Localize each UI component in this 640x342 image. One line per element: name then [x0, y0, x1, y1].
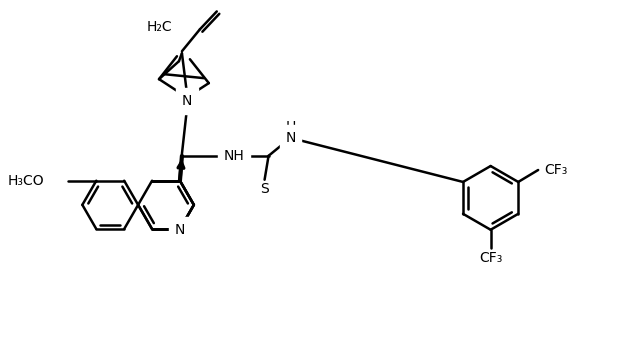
- Text: H: H: [285, 120, 296, 134]
- Text: N: N: [175, 223, 185, 237]
- Text: N: N: [285, 131, 296, 145]
- Text: H₃CO: H₃CO: [8, 174, 45, 188]
- Text: NH: NH: [223, 149, 244, 163]
- Text: H₂C: H₂C: [147, 21, 172, 34]
- Text: N: N: [182, 94, 192, 108]
- Text: S: S: [260, 182, 269, 196]
- Text: CF₃: CF₃: [479, 251, 502, 265]
- Text: CF₃: CF₃: [545, 163, 568, 177]
